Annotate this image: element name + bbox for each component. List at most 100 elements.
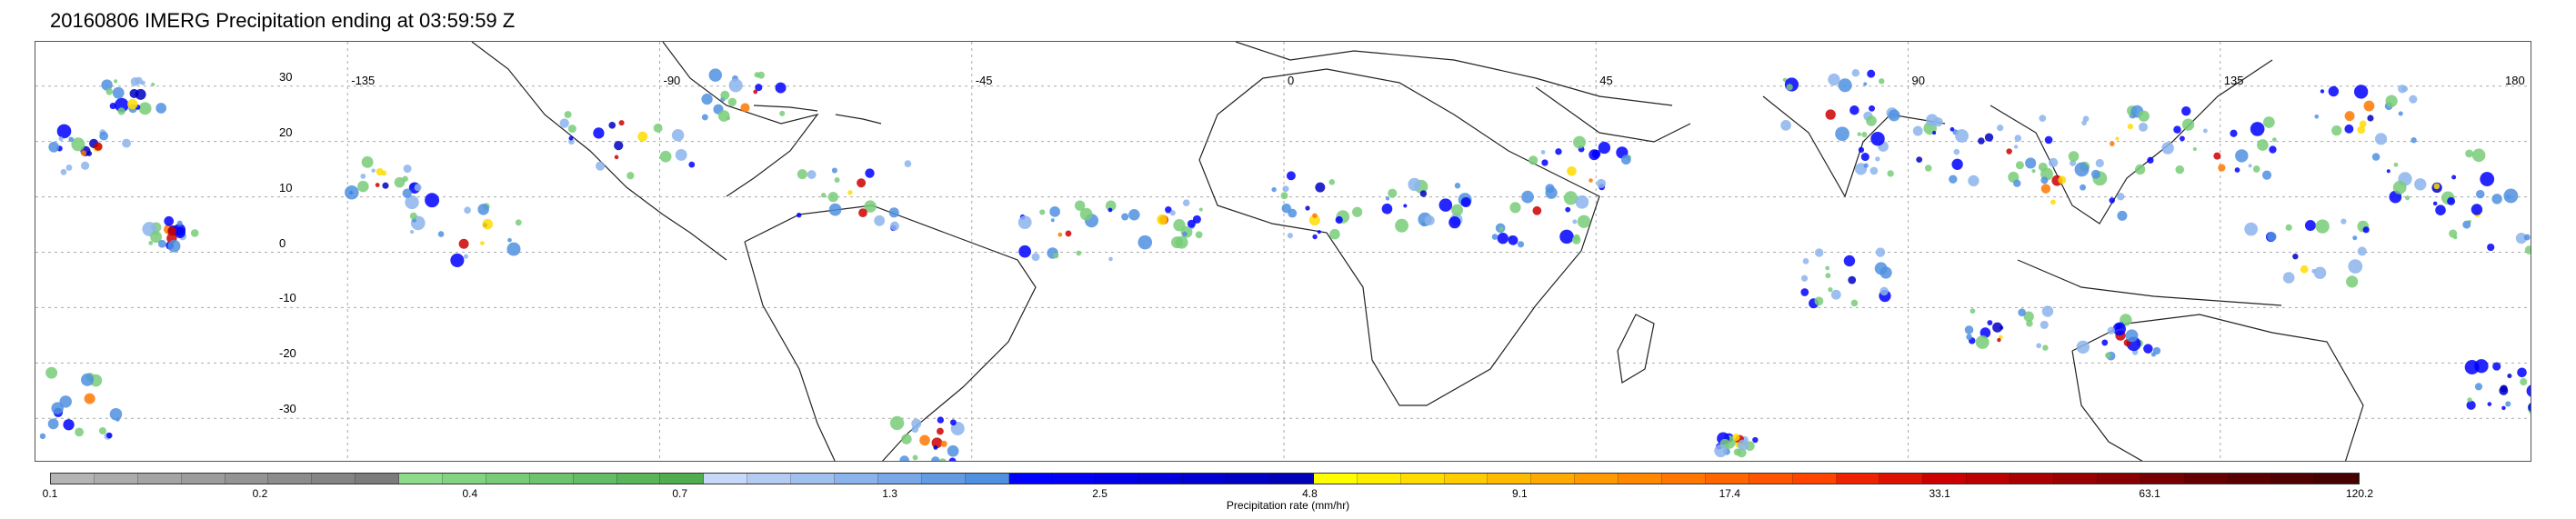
coastlines: [471, 42, 2364, 461]
colorbar-segment: [1531, 474, 1576, 484]
precip-cell: [2039, 115, 2047, 123]
longitude-label: 45: [1599, 74, 1613, 87]
precip-cell: [2491, 194, 2502, 205]
precip-cell: [129, 88, 139, 98]
precip-cell: [1866, 115, 1877, 126]
precip-cell: [2074, 162, 2090, 177]
colorbar-segment: [312, 474, 356, 484]
colorbar-label: Precipitation rate (mm/hr): [1226, 499, 1350, 512]
precip-cell: [1497, 233, 1509, 245]
precip-cell: [779, 110, 786, 116]
precip-cell: [2127, 124, 2133, 130]
precip-cell: [1932, 131, 1937, 135]
colorbar-segment: [181, 474, 226, 484]
precip-cell: [2117, 210, 2128, 221]
precip-cell: [1589, 178, 1593, 183]
precip-cell: [2115, 136, 2120, 141]
precip-cell: [2465, 149, 2474, 158]
precip-cell: [1305, 205, 1310, 211]
precip-cell: [1875, 156, 1880, 162]
precip-cell: [1540, 150, 1546, 155]
precip-cell: [1050, 218, 1055, 223]
precip-cell: [2331, 125, 2342, 136]
precip-cell: [1108, 207, 1113, 213]
precip-cell: [1563, 191, 1579, 205]
colorbar-tick-label: 1.3: [882, 487, 897, 500]
precip-cell: [1786, 84, 1793, 91]
precip-cell: [1509, 202, 1521, 214]
precip-cell: [1287, 233, 1293, 239]
precip-cell: [797, 169, 807, 180]
colorbar-tick-label: 120.2: [2345, 487, 2374, 500]
precip-cell: [1352, 206, 1363, 217]
precip-cell: [1953, 148, 1960, 155]
precip-cell: [2023, 311, 2034, 322]
precip-cell: [2036, 343, 2042, 349]
latitude-label: -20: [279, 346, 296, 361]
precip-cell: [2014, 145, 2019, 149]
precip-cell: [1057, 232, 1063, 237]
precip-cell: [1714, 444, 1728, 458]
precip-cell: [728, 78, 743, 93]
precip-cell: [593, 127, 605, 139]
precip-cell: [463, 254, 468, 259]
precip-cell: [2038, 162, 2048, 172]
precip-cell: [1198, 207, 1203, 212]
precip-cell: [2475, 189, 2485, 199]
precip-cell: [2250, 122, 2265, 136]
precip-cell: [1955, 129, 1969, 143]
precip-cell: [403, 165, 412, 174]
colorbar-segment: [1879, 474, 1924, 484]
colorbar-segment: [1836, 474, 1880, 484]
precip-cell: [2344, 124, 2354, 134]
precip-cell: [357, 180, 369, 193]
precip-cell: [68, 136, 75, 143]
colorbar-tick-label: 0.2: [252, 487, 268, 500]
map-canvas: [35, 42, 2531, 461]
precip-cell: [2013, 179, 2021, 187]
colorbar: [50, 473, 2360, 484]
precip-cell: [1329, 228, 1340, 240]
precip-cell: [1105, 200, 1117, 212]
precip-cell: [2252, 165, 2260, 173]
precip-cell: [2181, 105, 2191, 116]
precip-cell: [1835, 126, 1849, 142]
precip-cell: [1421, 222, 1426, 227]
longitude-label: 135: [2223, 74, 2244, 87]
precip-cell: [1460, 197, 1471, 207]
precip-cell: [1388, 188, 1398, 198]
precip-cell: [937, 416, 945, 424]
colorbar-tick-label: 0.4: [462, 487, 478, 500]
precip-cell: [151, 82, 155, 86]
precip-cell: [2520, 378, 2528, 386]
precip-cell: [1924, 165, 1932, 172]
precip-cell: [2058, 175, 2067, 185]
precip-cell: [164, 215, 175, 226]
precip-cell: [425, 193, 440, 208]
precip-cell: [559, 118, 569, 128]
precip-cell: [2348, 259, 2363, 274]
precip-cell: [2161, 142, 2174, 155]
precip-cell: [51, 402, 64, 414]
precip-cell: [614, 141, 624, 151]
colorbar-tick-label: 33.1: [1929, 487, 1950, 500]
precip-cell: [60, 168, 67, 175]
precip-cell: [1870, 131, 1885, 146]
colorbar-segment: [2271, 474, 2316, 484]
precip-cell: [127, 98, 138, 110]
precip-cell: [482, 218, 494, 230]
precip-cell: [1282, 185, 1289, 193]
precip-cell: [1315, 182, 1326, 193]
precip-cell: [1491, 234, 1498, 240]
precip-cell: [1950, 126, 1955, 132]
precip-cell: [2025, 157, 2037, 169]
precip-cell: [1984, 133, 1994, 142]
precip-cell: [1879, 78, 1885, 85]
precip-cell: [671, 129, 685, 142]
precip-cell: [708, 68, 722, 82]
precip-cell: [2244, 222, 2259, 236]
precip-cell: [360, 173, 366, 179]
precip-cell: [84, 393, 95, 404]
precip-cell: [2411, 137, 2417, 144]
precip-cell: [2044, 135, 2053, 145]
